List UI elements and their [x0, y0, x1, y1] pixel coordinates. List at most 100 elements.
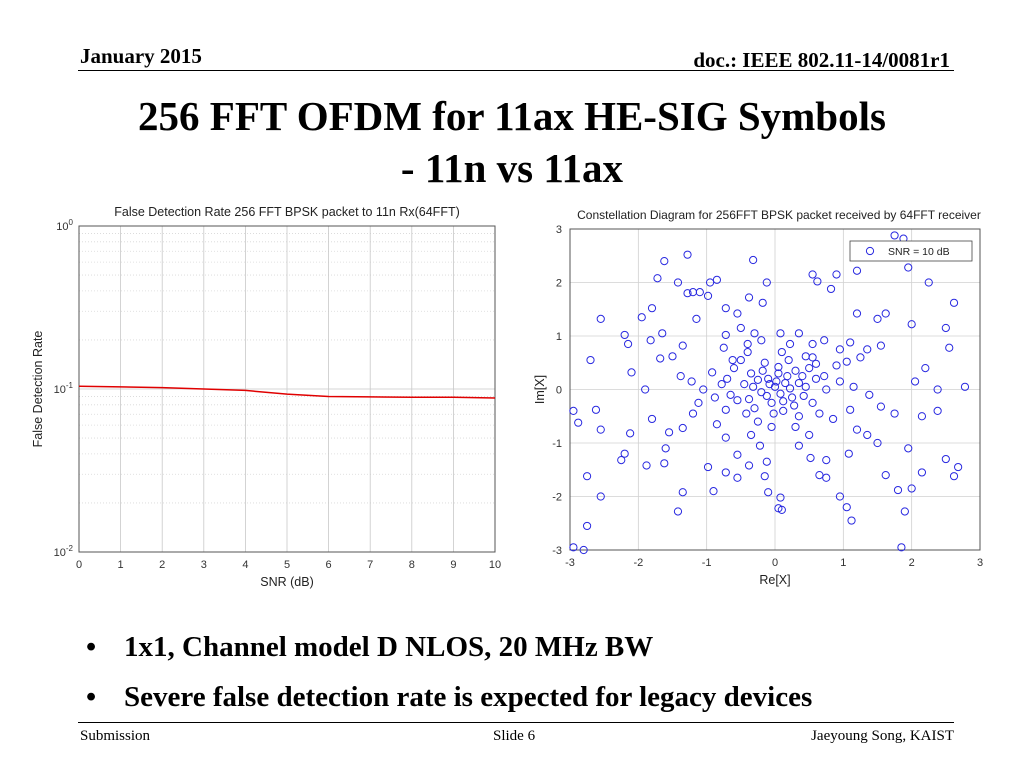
data-point: [569, 543, 578, 552]
y-tick-label: 0: [556, 385, 562, 397]
data-point: [620, 330, 629, 340]
data-point: [767, 398, 776, 407]
data-point: [863, 345, 872, 354]
data-point: [852, 266, 862, 275]
data-point: [760, 472, 769, 481]
data-point: [733, 396, 742, 405]
data-point: [729, 364, 739, 373]
data-point: [591, 405, 601, 414]
data-point: [569, 406, 578, 415]
y-tick-label: 100: [56, 218, 73, 233]
data-point: [865, 390, 874, 399]
data-point: [881, 309, 890, 318]
data-point: [791, 366, 800, 375]
data-point: [647, 414, 657, 424]
data-point: [676, 372, 685, 381]
x-tick-label: 0: [76, 559, 82, 571]
data-point: [863, 430, 872, 440]
data-point: [673, 507, 683, 516]
data-point: [762, 457, 771, 466]
y-tick-label: 10-1: [54, 381, 74, 396]
data-point: [826, 284, 836, 294]
chart-title: False Detection Rate 256 FFT BPSK packet…: [114, 205, 460, 219]
data-point: [574, 418, 583, 427]
data-point: [760, 358, 769, 367]
data-point: [876, 402, 886, 411]
data-point: [709, 487, 718, 496]
data-point: [846, 338, 855, 347]
data-point: [744, 395, 754, 404]
data-point: [753, 375, 763, 384]
data-point: [653, 274, 662, 283]
data-point: [721, 304, 730, 313]
data-point: [579, 545, 588, 555]
header-date: January 2015: [80, 44, 202, 68]
y-tick-label: 2: [556, 278, 562, 290]
data-point: [844, 449, 853, 458]
data-point: [779, 406, 788, 415]
data-point: [779, 397, 788, 406]
data-point: [744, 293, 754, 302]
x-tick-label: -2: [633, 557, 643, 569]
data-point: [668, 352, 677, 361]
y-axis-label: Im[X]: [533, 375, 547, 404]
x-tick-label: 3: [201, 559, 207, 571]
data-point: [719, 343, 728, 352]
plot-frame: [78, 225, 496, 553]
data-point: [815, 409, 824, 418]
data-point: [842, 503, 851, 512]
data-point: [806, 453, 815, 463]
x-tick-label: 10: [489, 559, 501, 571]
plot-frame: [569, 228, 981, 551]
data-point: [688, 409, 698, 418]
slide-title-line-1: 256 FFT OFDM for 11ax HE-SIG Symbols: [138, 93, 886, 139]
x-tick-label: 7: [367, 559, 373, 571]
data-point: [847, 516, 856, 525]
data-point: [765, 380, 774, 389]
data-point: [772, 377, 781, 386]
data-point: [849, 382, 858, 391]
data-point: [890, 409, 899, 418]
data-point: [941, 454, 950, 464]
bullet-item: • 1x1, Channel model D NLOS, 20 MHz BW: [86, 625, 812, 675]
slide-title: 256 FFT OFDM for 11ax HE-SIG Symbols - 1…: [60, 90, 964, 194]
data-point: [694, 398, 703, 407]
bullet-glyph: •: [86, 681, 97, 713]
data-point: [776, 389, 785, 398]
data-point: [755, 441, 765, 450]
data-point: [794, 329, 804, 338]
data-point: [746, 430, 756, 440]
data-point: [776, 329, 785, 338]
data-point: [749, 382, 758, 391]
data-point: [678, 423, 687, 433]
data-point: [656, 354, 665, 363]
data-point: [811, 374, 821, 383]
data-point: [941, 323, 950, 333]
data-point: [770, 382, 780, 391]
legend-marker: [865, 246, 875, 256]
x-tick-label: 2: [909, 557, 915, 569]
data-point: [733, 309, 742, 318]
data-point: [687, 377, 696, 386]
x-tick-label: 1: [840, 557, 846, 569]
data-point: [721, 433, 730, 442]
data-point: [808, 270, 817, 279]
data-point: [750, 329, 759, 338]
data-point: [949, 298, 959, 307]
x-tick-label: 0: [772, 557, 778, 569]
x-tick-label: 2: [159, 559, 165, 571]
data-point: [769, 409, 778, 418]
data-point: [721, 405, 730, 414]
chart-title: Constellation Diagram for 256FFT BPSK pa…: [577, 208, 981, 222]
data-point: [695, 288, 704, 297]
footer-slide-number: Slide 6: [493, 728, 536, 744]
series-line: [78, 385, 496, 399]
data-point: [907, 320, 916, 329]
data-point: [749, 255, 758, 265]
data-point: [740, 380, 749, 389]
x-tick-label: 9: [450, 559, 456, 571]
data-point: [683, 289, 692, 298]
data-point: [960, 382, 970, 391]
data-point: [852, 309, 862, 318]
slide-title-line-2: - 11n vs 11ax: [400, 145, 624, 191]
